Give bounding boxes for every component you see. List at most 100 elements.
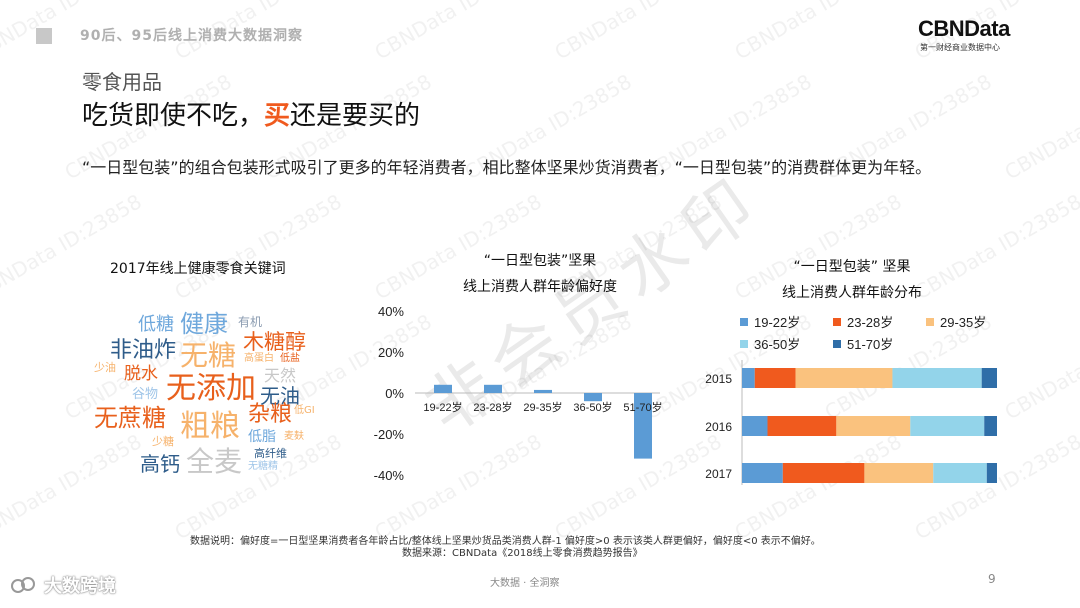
word-organic: 有机	[238, 315, 263, 329]
stacked-segment	[984, 416, 997, 436]
word-non-fried: 非油炸	[110, 338, 177, 363]
legend-swatch	[740, 339, 748, 348]
stacked-segment	[981, 368, 997, 388]
word-health: 健康	[180, 310, 228, 338]
preference-chart-title: “一日型包装”坚果 线上消费人群年龄偏好度	[463, 253, 617, 295]
stacked-segment	[742, 368, 755, 388]
section-label: 零食用品	[82, 70, 162, 94]
legend-item: 36-50岁	[740, 334, 800, 353]
stacked-segment	[742, 416, 768, 436]
brand-logo-icon	[11, 577, 35, 593]
word-no-sucrose: 无蔗糖	[94, 404, 166, 432]
y-tick-label: 20%	[378, 345, 404, 360]
legend-swatch	[740, 317, 748, 326]
headline-post: 还是要买的	[290, 101, 421, 131]
word-no-additives: 无添加	[166, 371, 256, 406]
stacked-segment	[754, 368, 796, 388]
wordcloud: 低糖 健康 有机 非油炸 无糖 木糖醇 高蛋白 低盐 少油 脱水 天然 谷物 无…	[88, 308, 328, 488]
legend-swatch	[926, 317, 934, 326]
watermark-text: CBNData ID:23858	[1001, 69, 1080, 184]
distribution-legend: 19-22岁 23-28岁 29-35岁 36-50岁 51-70岁	[740, 312, 1020, 356]
word-dehydrated: 脱水	[124, 364, 158, 384]
word-sugar-free: 无糖	[180, 339, 237, 372]
word-natural: 天然	[264, 366, 297, 385]
legend-item: 19-22岁	[740, 312, 800, 331]
word-low-gi: 低GI	[294, 405, 315, 416]
word-less-oil: 少油	[94, 361, 116, 374]
word-bran: 麦麸	[284, 431, 304, 442]
description: “一日型包装”的组合包装形式吸引了更多的年轻消费者，相比整体坚果炒货消费者，“一…	[82, 158, 932, 177]
y-tick-label: 0%	[385, 386, 404, 401]
report-title: 90后、95后线上消费大数据洞察	[80, 28, 303, 44]
stacked-segment	[795, 368, 893, 388]
preference-bar	[534, 389, 552, 393]
year-label: 2015	[705, 372, 732, 386]
word-low-fat: 低脂	[248, 429, 276, 445]
year-label: 2016	[705, 420, 732, 434]
headline-highlight: 买	[264, 101, 291, 131]
watermark-text: CBNData ID:23858	[731, 0, 906, 64]
word-xylitol: 木糖醇	[243, 330, 306, 354]
headline-pre: 吃货即使不吃，	[82, 101, 265, 131]
x-category-label: 51-70岁	[623, 400, 662, 414]
preference-bar	[434, 384, 452, 393]
word-low-sugar: 低糖	[138, 314, 174, 335]
legend-label: 36-50岁	[754, 337, 801, 352]
stacked-segment	[836, 416, 911, 436]
word-mixed-grain: 杂粮	[248, 402, 293, 427]
x-category-label: 23-28岁	[473, 400, 512, 414]
watermark-text: CBNData ID:23858	[171, 189, 346, 304]
legend-item: 29-35岁	[926, 312, 986, 331]
word-oil-free: 无油	[260, 384, 300, 408]
wordcloud-title: 2017年线上健康零食关键词	[110, 261, 286, 277]
logo-tagline: 第一财经商业数据中心	[920, 43, 1000, 52]
stacked-segment	[986, 463, 997, 483]
legend-label: 23-28岁	[847, 315, 894, 330]
legend-label: 19-22岁	[754, 315, 801, 330]
x-category-label: 29-35岁	[523, 400, 562, 414]
distribution-stacked-chart: 2015 2016 2017	[705, 360, 997, 485]
stacked-segment	[933, 463, 987, 483]
stacked-segment	[864, 463, 934, 483]
legend-label: 51-70岁	[847, 337, 894, 352]
stacked-segment	[782, 463, 865, 483]
legend-swatch	[833, 339, 841, 348]
stacked-segment	[910, 416, 985, 436]
y-tick-label: -20%	[374, 427, 405, 442]
word-no-saccharin: 无糖精	[248, 461, 278, 472]
legend-item: 51-70岁	[833, 334, 893, 353]
preference-bar-chart: 40% 20% 0% -20% -40% 19-22岁 23-28岁 29-35岁 36-50岁…	[374, 304, 663, 483]
watermark-text: CBNData ID:23858	[371, 0, 546, 64]
preference-bar	[584, 393, 602, 402]
word-high-calcium: 高钙	[140, 452, 180, 476]
stacked-segment	[767, 416, 837, 436]
stacked-segment	[742, 463, 783, 483]
page-number: 9	[988, 572, 996, 586]
watermark-text: CBNData ID:23858	[551, 0, 726, 64]
y-tick-label: -40%	[374, 468, 405, 483]
year-label: 2017	[705, 467, 732, 481]
header-square-icon	[36, 28, 52, 44]
word-whole-wheat: 全麦	[186, 445, 243, 478]
watermark-text: CBNData ID:23858	[0, 189, 146, 304]
legend-item: 23-28岁	[833, 312, 893, 331]
x-category-label: 36-50岁	[573, 400, 612, 414]
brand-name: 大数跨境	[44, 576, 116, 597]
headline: 吃货即使不吃，买还是要买的	[82, 95, 420, 132]
word-low-salt: 低盐	[280, 353, 300, 364]
preference-bar	[484, 384, 502, 393]
word-high-fiber: 高纤维	[254, 447, 287, 460]
word-high-protein: 高蛋白	[244, 353, 274, 364]
x-category-label: 19-22岁	[423, 400, 462, 414]
y-tick-label: 40%	[378, 304, 404, 319]
distribution-chart-title: “一日型包装” 坚果 线上消费人群年龄分布	[782, 259, 922, 301]
footer-slogan: 大数据 · 全洞察	[490, 578, 560, 589]
footnote-source: 数据来源：CBNData《2018线上零食消费趋势报告》	[402, 548, 643, 559]
stacked-segment	[892, 368, 982, 388]
word-grain: 谷物	[132, 387, 159, 402]
word-coarse-grain: 粗粮	[180, 409, 240, 444]
cbndata-logo: CBNData	[918, 16, 1010, 41]
legend-swatch	[833, 317, 841, 326]
word-less-sugar: 少糖	[152, 435, 174, 448]
legend-label: 29-35岁	[940, 315, 987, 330]
